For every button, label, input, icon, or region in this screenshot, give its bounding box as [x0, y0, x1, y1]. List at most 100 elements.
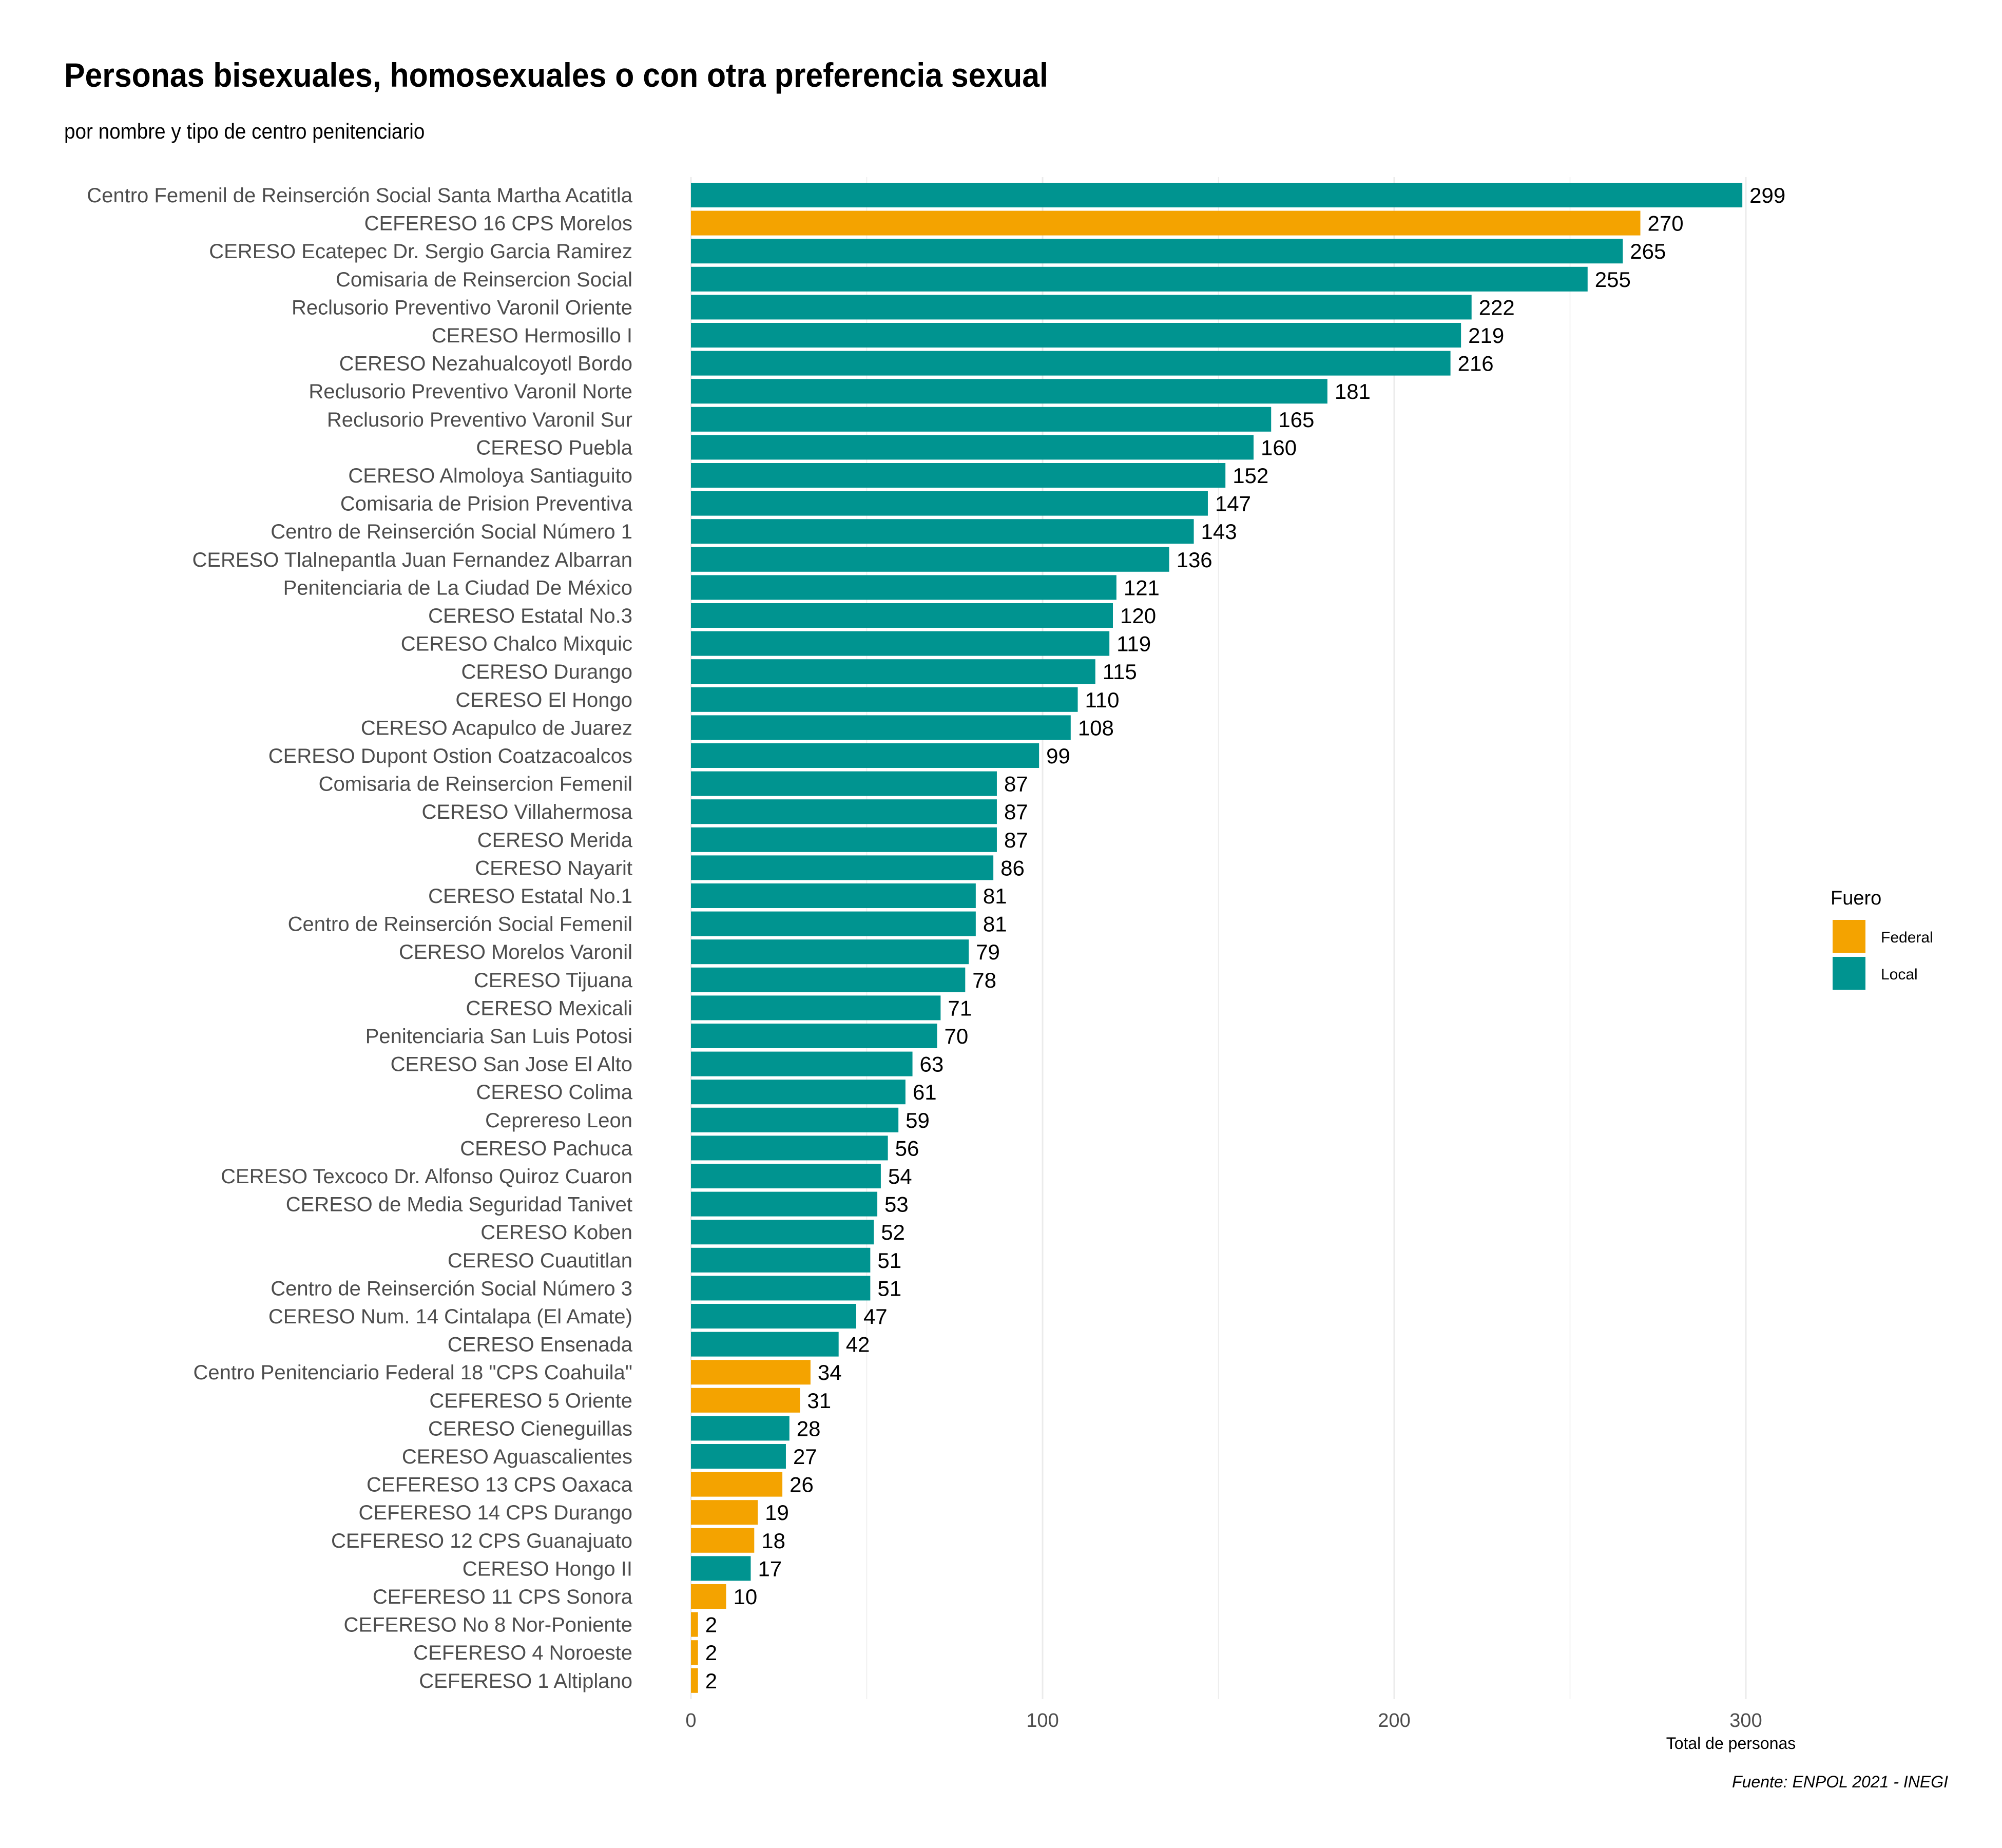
category-label: CERESO Ecatepec Dr. Sergio Garcia Ramire… [209, 240, 632, 263]
value-label: 219 [1468, 323, 1504, 348]
value-label: 160 [1261, 435, 1297, 459]
value-label: 54 [888, 1164, 912, 1188]
bar [691, 995, 941, 1021]
value-label: 18 [761, 1529, 785, 1553]
category-label: CERESO Num. 14 Cintalapa (El Amate) [268, 1305, 632, 1328]
legend-swatch-federal [1833, 920, 1865, 953]
value-label: 119 [1116, 632, 1151, 656]
category-label: CERESO de Media Seguridad Tanivet [286, 1194, 632, 1216]
value-label: 2 [705, 1669, 717, 1693]
bar [691, 295, 1472, 320]
bar [691, 939, 969, 965]
value-label: 79 [976, 940, 1000, 964]
value-label: 51 [877, 1276, 901, 1300]
value-label: 147 [1215, 492, 1251, 516]
value-label: 143 [1201, 519, 1237, 544]
category-label: CERESO Estatal No.1 [428, 885, 632, 908]
value-label: 121 [1124, 575, 1160, 600]
bar [691, 463, 1226, 488]
bar [691, 1444, 786, 1469]
category-label: CERESO Hermosillo I [432, 324, 632, 347]
x-tick-label: 100 [1026, 1710, 1058, 1731]
value-label: 99 [1046, 744, 1070, 768]
category-label: Comisaria de Prision Preventiva [340, 493, 633, 515]
category-label: CERESO Almoloya Santiaguito [348, 465, 632, 487]
bar [691, 1500, 758, 1525]
bar [691, 1191, 878, 1217]
bar [691, 1276, 871, 1301]
bar [691, 547, 1169, 572]
value-label: 28 [797, 1416, 821, 1440]
bar [691, 799, 997, 824]
bar [691, 379, 1327, 404]
chart-title: Personas bisexuales, homosexuales o con … [64, 56, 1048, 94]
bars [691, 183, 1743, 1693]
category-label: Comisaria de Reinsercion Social [336, 268, 632, 291]
bar [691, 323, 1461, 348]
bar [691, 1584, 726, 1609]
bar [691, 1135, 888, 1161]
category-label: Reclusorio Preventivo Varonil Norte [309, 380, 632, 403]
bar [691, 183, 1743, 207]
category-label: CEFERESO 11 CPS Sonora [373, 1586, 633, 1608]
category-label: Comisaria de Reinsercion Femenil [319, 773, 632, 796]
value-label: 115 [1103, 660, 1137, 684]
category-label: CERESO Colima [476, 1081, 632, 1104]
x-tick-label: 300 [1729, 1710, 1762, 1731]
value-label: 26 [790, 1473, 814, 1497]
category-label: Centro de Reinserción Social Número 1 [271, 521, 632, 543]
value-label: 34 [818, 1360, 842, 1384]
category-label: CERESO Aguascalientes [402, 1446, 632, 1468]
bar [691, 1556, 751, 1581]
category-label: Centro Femenil de Reinserción Social San… [87, 184, 633, 207]
value-label: 78 [972, 968, 996, 992]
value-label: 299 [1749, 183, 1785, 207]
bar [691, 1388, 800, 1413]
bar [691, 1668, 698, 1693]
value-label: 110 [1085, 688, 1120, 712]
bar [691, 827, 997, 852]
legend-label-local: Local [1881, 966, 1918, 983]
category-label: CEFERESO 4 Noroeste [413, 1642, 632, 1664]
value-label: 17 [758, 1556, 782, 1581]
category-label: CERESO Dupont Ostion Coatzacoalcos [268, 745, 632, 767]
x-axis-label: Total de personas [1666, 1734, 1796, 1753]
value-label: 47 [863, 1304, 888, 1329]
value-label: 87 [1004, 828, 1028, 852]
bar [691, 519, 1194, 544]
value-label: 86 [1000, 856, 1025, 880]
x-tick-label: 200 [1378, 1710, 1410, 1731]
category-label: CERESO Ensenada [448, 1334, 633, 1356]
value-label: 81 [983, 884, 1007, 908]
value-label: 81 [983, 912, 1007, 936]
value-label: 222 [1479, 295, 1515, 319]
value-label: 53 [884, 1192, 909, 1217]
bar [691, 575, 1116, 600]
bar [691, 1472, 783, 1497]
value-label: 165 [1278, 408, 1314, 432]
bar [691, 1080, 906, 1105]
legend-label-federal: Federal [1881, 929, 1933, 946]
value-label: 2 [705, 1641, 717, 1665]
value-label: 2 [705, 1613, 717, 1637]
bar [691, 407, 1272, 432]
chart-subtitle: por nombre y tipo de centro penitenciari… [64, 119, 425, 143]
category-label: CEFERESO 16 CPS Morelos [364, 213, 632, 235]
value-label: 136 [1177, 548, 1212, 572]
category-label: Reclusorio Preventivo Varonil Sur [327, 409, 632, 431]
bar [691, 883, 976, 908]
category-label: CEFERESO 12 CPS Guanajuato [331, 1530, 632, 1552]
bar [691, 687, 1078, 712]
value-label: 87 [1004, 772, 1028, 796]
value-label: 120 [1120, 604, 1156, 628]
value-label: 10 [734, 1585, 758, 1609]
value-label: 181 [1335, 379, 1371, 403]
category-label: CERESO El Hongo [455, 689, 632, 711]
bar [691, 266, 1588, 292]
value-label: 255 [1595, 267, 1631, 292]
category-label: CERESO Mexicali [466, 997, 632, 1019]
category-label: CERESO Pachuca [460, 1137, 632, 1160]
value-label: 31 [807, 1389, 831, 1413]
x-axis-ticks: 0 100 200 300 [685, 1710, 1762, 1731]
category-label: CEFERESO 1 Altiplano [419, 1670, 632, 1692]
